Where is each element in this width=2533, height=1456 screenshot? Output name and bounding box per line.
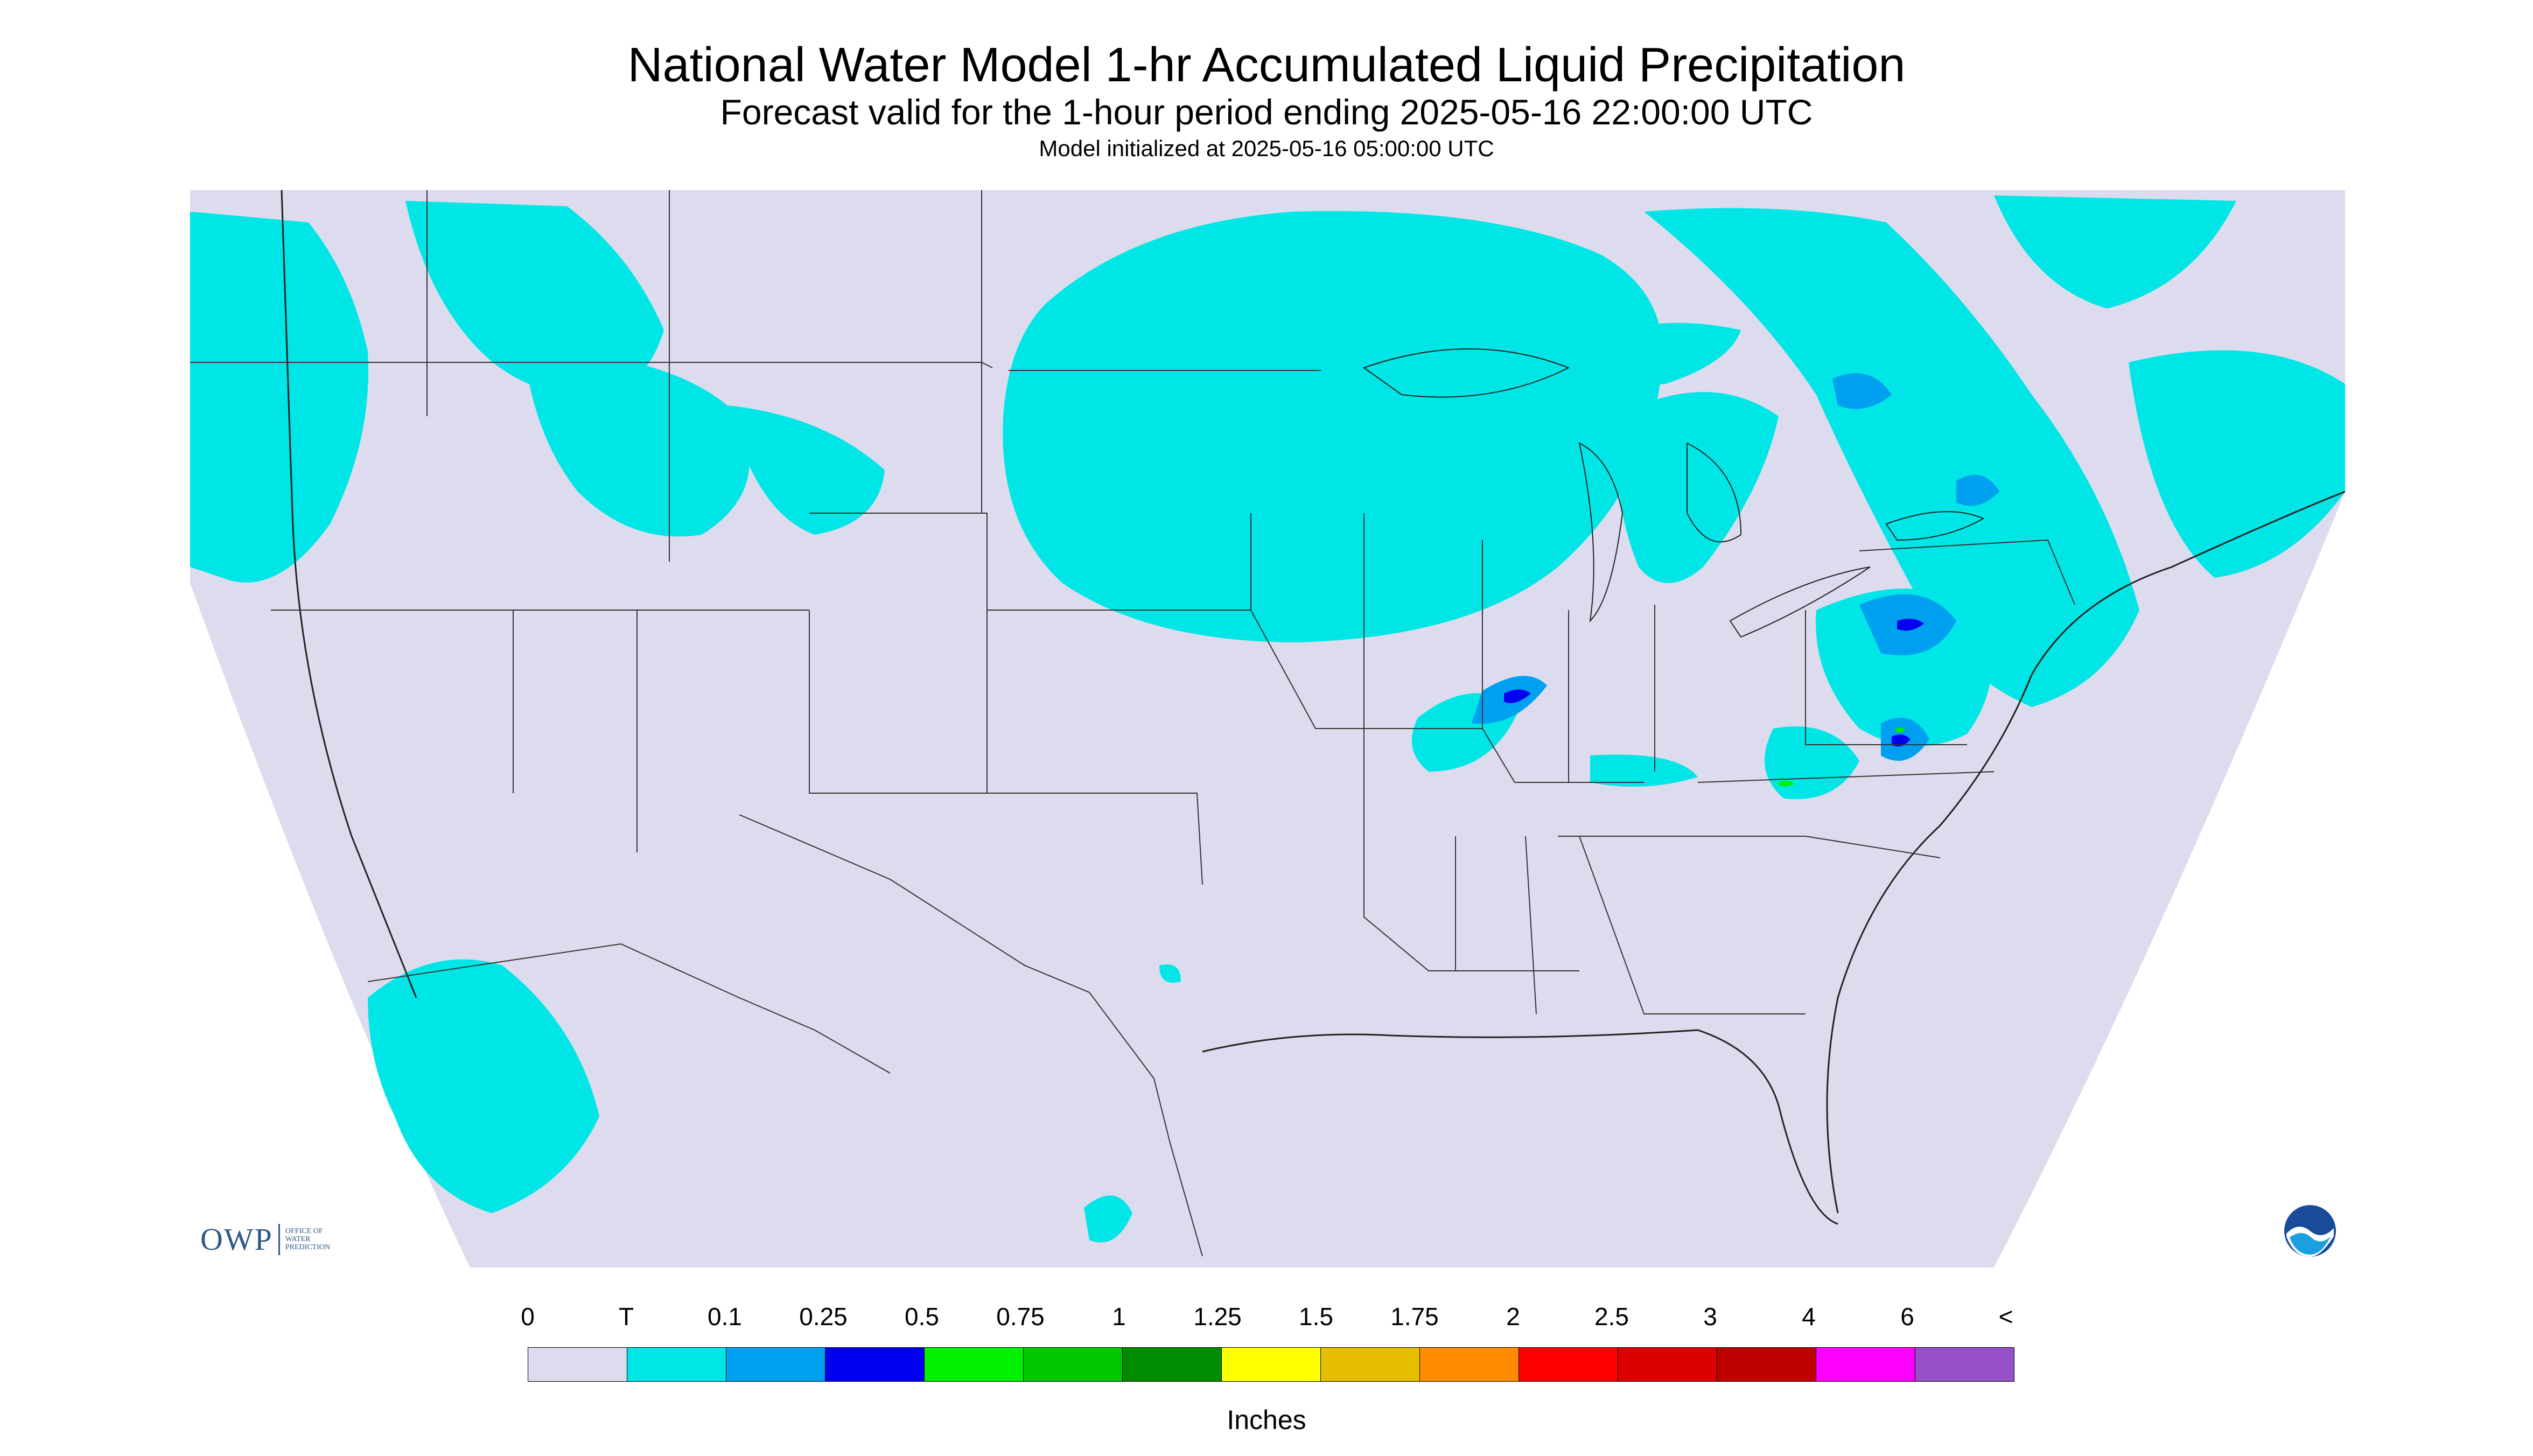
legend-tick-label: 0.1 — [708, 1303, 742, 1331]
boundary-lines — [190, 190, 2075, 1257]
owp-logo-text: OWP — [200, 1222, 273, 1257]
legend-tick-label: 0.25 — [799, 1303, 848, 1331]
legend-swatch — [825, 1347, 924, 1382]
legend-swatch — [1519, 1347, 1618, 1382]
legend-tick-label: 0 — [521, 1303, 535, 1331]
precip-trace-areas — [190, 195, 2345, 1243]
legend-tick-label: 1.25 — [1193, 1303, 1242, 1331]
legend-swatch — [1221, 1347, 1320, 1382]
legend-tick-label: 4 — [1802, 1303, 1816, 1331]
legend-swatch — [1023, 1347, 1122, 1382]
legend-units-label: Inches — [1227, 1405, 1306, 1435]
legend-tick-label: 0.5 — [905, 1303, 939, 1331]
owp-logo: OWP OFFICE OF WATER PREDICTION — [200, 1221, 334, 1257]
legend-tick-label: 2 — [1506, 1303, 1520, 1331]
map-title: National Water Model 1-hr Accumulated Li… — [627, 38, 1906, 92]
legend-tick-label: 1.5 — [1299, 1303, 1333, 1331]
legend-tick-label: < — [1998, 1303, 2013, 1331]
legend-tick-label: 3 — [1703, 1303, 1717, 1331]
legend-color-bar — [528, 1347, 2014, 1382]
legend-tick-label: T — [618, 1303, 634, 1331]
coastline-lines — [281, 190, 2345, 1225]
legend-tick-label: 2.5 — [1594, 1303, 1629, 1331]
legend-tick-label: 1.75 — [1390, 1303, 1439, 1331]
legend-swatch — [627, 1347, 726, 1382]
precipitation-map — [190, 190, 2345, 1268]
legend-swatch — [1816, 1347, 1915, 1382]
legend-swatch — [1320, 1347, 1419, 1382]
legend-swatch — [1915, 1347, 2014, 1382]
noaa-logo-icon — [2284, 1205, 2336, 1257]
owp-logo-divider — [278, 1223, 280, 1255]
precip-green-cores — [1779, 727, 1905, 787]
legend-tick-label: 6 — [1900, 1303, 1914, 1331]
projection-edge-right — [1994, 492, 2345, 1268]
legend-swatch — [1122, 1347, 1221, 1382]
legend-swatch — [726, 1347, 825, 1382]
legend-swatch — [1419, 1347, 1519, 1382]
model-init-line: Model initialized at 2025-05-16 05:00:00… — [1039, 136, 1494, 161]
legend-swatch — [528, 1347, 627, 1382]
map-subtitle: Forecast valid for the 1-hour period end… — [720, 92, 1813, 132]
legend-swatch — [924, 1347, 1023, 1382]
legend-tick-label: 0.75 — [996, 1303, 1045, 1331]
great-lakes — [1362, 348, 1985, 638]
owp-logo-subtext: OFFICE OF WATER PREDICTION — [285, 1227, 331, 1251]
projection-edge-left — [190, 583, 470, 1268]
legend-tick-label: 1 — [1112, 1303, 1126, 1331]
legend-tick-labels: 0 T 0.1 0.25 0.5 0.75 1 1.25 1.5 1.75 2 2.5 3 4 6 < — [0, 1302, 2533, 1334]
legend-swatch — [1618, 1347, 1717, 1382]
precip-blue-cores — [1504, 619, 1924, 747]
legend-swatch — [1717, 1347, 1816, 1382]
